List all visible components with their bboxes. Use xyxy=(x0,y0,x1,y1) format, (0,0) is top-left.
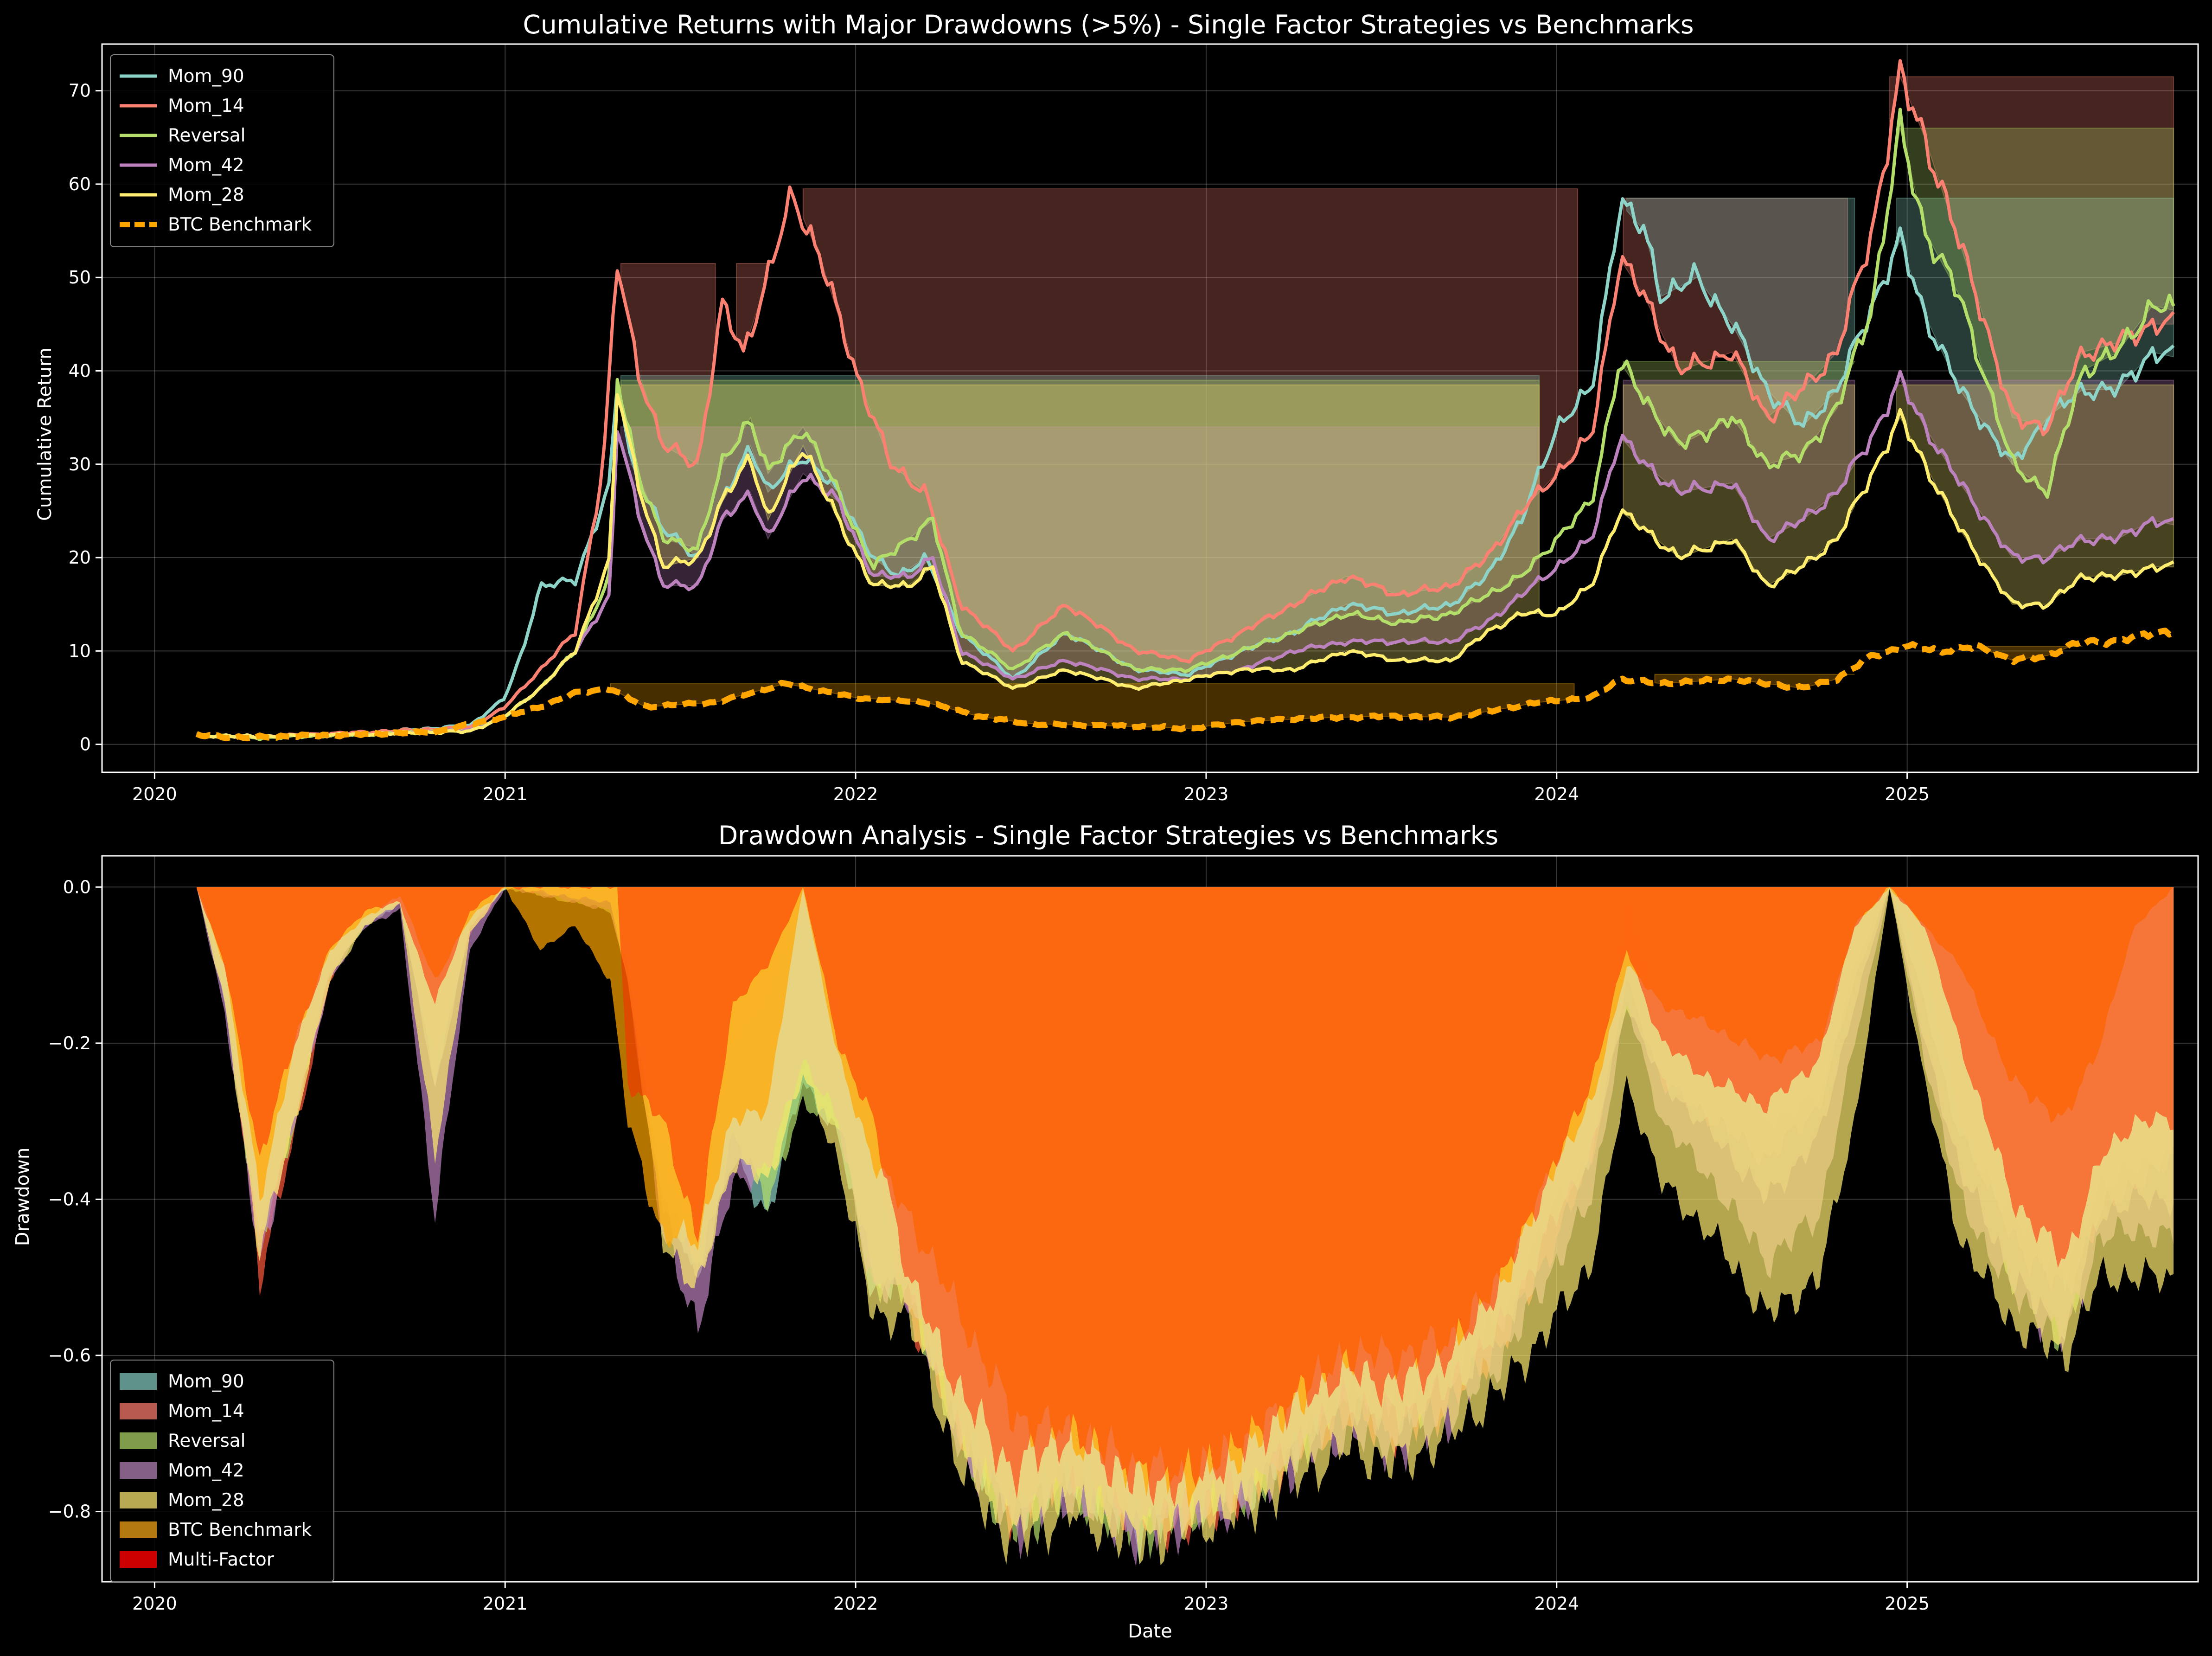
legend-swatch-mom-90 xyxy=(120,1373,157,1390)
legend-box xyxy=(110,54,334,247)
cumulative-returns-legend: Mom_90 Mom_14 Reversal Mom_42 Mom_28 BTC Benc… xyxy=(110,54,334,247)
drawdown-title: Drawdown Analysis - Single Factor Strate… xyxy=(718,821,1498,850)
y-tick-label: −0.8 xyxy=(48,1502,91,1522)
legend-label-mom-14: Mom_14 xyxy=(168,1401,244,1422)
x-tick-label: 2022 xyxy=(833,784,878,804)
x-tick-label: 2025 xyxy=(1885,784,1930,804)
legend-label-reversal: Reversal xyxy=(168,125,246,146)
y-tick-label: 0 xyxy=(80,734,91,755)
series-line-mom-28 xyxy=(196,393,2174,739)
legend-box xyxy=(110,1360,334,1582)
x-tick-label: 2024 xyxy=(1534,1593,1579,1614)
legend-label-mom-28: Mom_28 xyxy=(168,1490,244,1511)
drawdown-frame xyxy=(101,855,2199,1583)
cumulative-returns-ylabel: Cumulative Return xyxy=(34,347,56,521)
drawdown-band-mom-28 xyxy=(1623,384,1855,586)
legend-label-btc-benchmark: BTC Benchmark xyxy=(168,1520,312,1540)
y-tick-label: 30 xyxy=(69,454,91,475)
legend-label-btc-benchmark: BTC Benchmark xyxy=(168,214,312,235)
drawdown-bands xyxy=(610,75,2174,729)
drawdown-areas xyxy=(197,887,2174,1567)
legend-label-mom-90: Mom_90 xyxy=(168,1371,244,1392)
drawdown-legend: Mom_90 Mom_14 Reversal Mom_42 Mom_28 BTC Benc… xyxy=(110,1360,334,1582)
y-tick-label: 20 xyxy=(69,547,91,568)
y-tick-label: 60 xyxy=(69,174,91,194)
drawdown-chart: Drawdown Analysis - Single Factor Strate… xyxy=(12,821,2199,1642)
x-tick-label: 2021 xyxy=(483,784,528,804)
legend-label-mom-42: Mom_42 xyxy=(168,1460,244,1481)
drawdown-area-multi-factor xyxy=(197,887,2174,1507)
legend-label-mom-42: Mom_42 xyxy=(168,155,244,176)
series-line-mom-14 xyxy=(196,59,2175,739)
drawdown-band-mom-90 xyxy=(1626,198,1855,428)
legend-swatch-btc-benchmark xyxy=(120,1521,157,1538)
x-tick-label: 2021 xyxy=(483,1593,528,1614)
drawdown-band-reversal xyxy=(1623,361,1856,465)
y-tick-label: 10 xyxy=(69,641,91,661)
drawdown-band-mom-14 xyxy=(1623,198,1848,418)
x-tick-label: 2025 xyxy=(1885,1593,1930,1614)
legend-label-multi-factor: Multi-Factor xyxy=(168,1549,275,1570)
cumulative-returns-chart: Cumulative Returns with Major Drawdowns … xyxy=(34,10,2199,804)
y-tick-label: −0.2 xyxy=(48,1033,91,1053)
y-tick-label: −0.6 xyxy=(48,1345,91,1366)
legend-swatch-multi-factor xyxy=(120,1551,157,1568)
legend-swatch-mom-28 xyxy=(120,1492,157,1508)
legend-swatch-mom-42 xyxy=(120,1462,157,1479)
legend-label-mom-90: Mom_90 xyxy=(168,66,244,87)
drawdown-xlabel: Date xyxy=(1128,1621,1172,1642)
series-line-mom-90 xyxy=(196,197,2175,739)
legend-label-mom-14: Mom_14 xyxy=(168,96,244,116)
legend-swatch-reversal xyxy=(120,1432,157,1449)
x-tick-label: 2023 xyxy=(1184,784,1229,804)
cumulative-returns-lines xyxy=(195,59,2175,742)
legend-label-reversal: Reversal xyxy=(168,1431,246,1451)
drawdown-ticks: 2020 2021 2022 2023 2024 2025 0.0 −0.2 −0.4 −0.6 −… xyxy=(48,877,1930,1614)
y-tick-label: 0.0 xyxy=(63,877,91,897)
y-tick-label: 50 xyxy=(69,267,91,288)
legend-swatch-mom-14 xyxy=(120,1403,157,1419)
x-tick-label: 2024 xyxy=(1534,784,1579,804)
y-tick-label: 40 xyxy=(69,360,91,381)
x-tick-label: 2022 xyxy=(833,1593,878,1614)
drawdown-band-mom-42 xyxy=(1623,379,1855,540)
series-line-btc-benchmark xyxy=(195,628,2175,742)
legend-label-mom-28: Mom_28 xyxy=(168,185,244,205)
cumulative-returns-frame xyxy=(101,43,2199,773)
cumulative-returns-title: Cumulative Returns with Major Drawdowns … xyxy=(523,10,1694,39)
x-tick-label: 2020 xyxy=(132,1593,177,1614)
y-tick-label: −0.4 xyxy=(48,1189,91,1209)
drawdown-ylabel: Drawdown xyxy=(12,1148,33,1246)
cumulative-returns-ticks: 2020 2021 2022 2023 2024 2025 0 10 20 30 40 50 60 70 xyxy=(69,81,1930,804)
y-tick-label: 70 xyxy=(69,81,91,101)
x-tick-label: 2020 xyxy=(132,784,177,804)
x-tick-label: 2023 xyxy=(1184,1593,1229,1614)
